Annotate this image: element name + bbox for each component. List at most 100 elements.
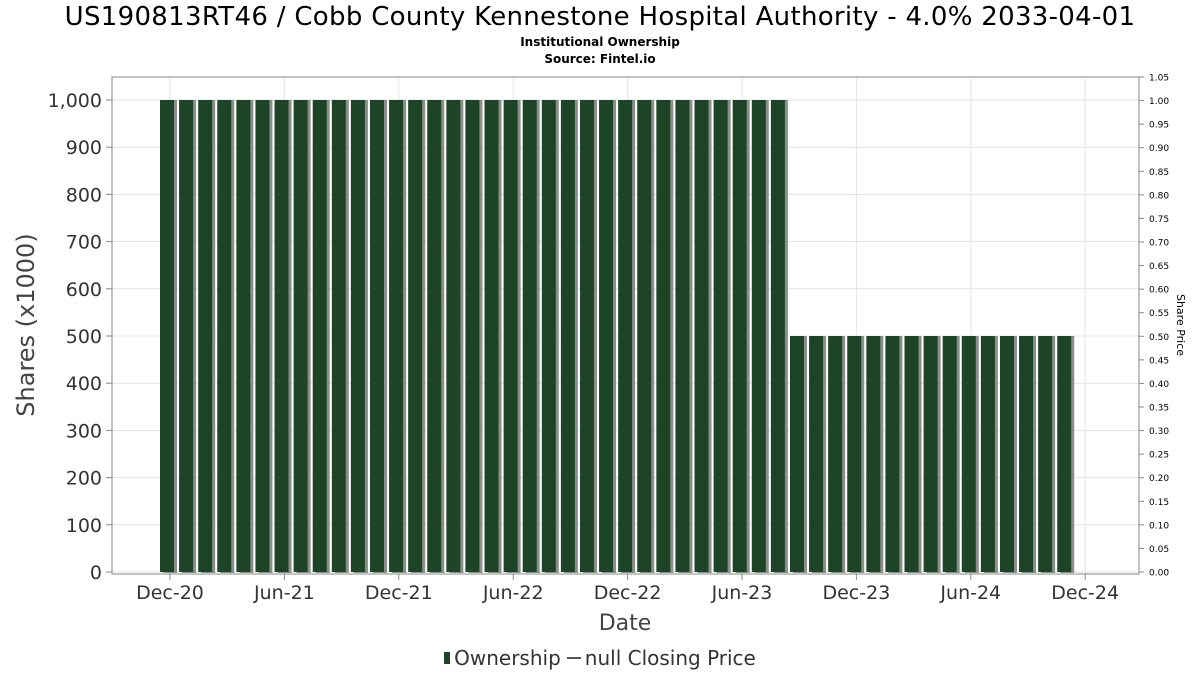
y2-tick-label: 0.20 [1149,474,1169,484]
ownership-bar [312,100,327,572]
ownership-bar [446,100,461,572]
ownership-bar [866,336,881,572]
ownership-bar [999,336,1014,572]
y-tick-label: 500 [66,326,102,348]
ownership-bar [579,100,594,572]
x-axis-label: Date [599,611,652,636]
ownership-bar [809,336,824,572]
y2-tick-label: 0.40 [1149,380,1169,390]
y2-tick-label: 0.95 [1149,121,1169,131]
y2-tick-label: 0.55 [1149,309,1169,319]
y2-tick-label: 0.25 [1149,451,1169,461]
y2-tick-label: 1.00 [1149,97,1169,107]
y2-tick-label: 0.75 [1149,215,1169,225]
ownership-bar [1038,336,1053,572]
y-tick-label: 100 [66,515,102,537]
ownership-bar [961,336,976,572]
ownership-bar [331,100,346,572]
x-tick-label: Jun-24 [939,582,1001,604]
ownership-bar [732,100,747,572]
x-tick-label: Jun-21 [253,582,315,604]
ownership-bar [847,336,862,572]
y-tick-label: 600 [66,279,102,301]
x-tick-label: Dec-23 [822,582,890,604]
bar-layer [160,100,1075,573]
y-tick-label: 400 [66,373,102,395]
axis-layer: 0 100 200 300 400 500 600 700 800 900 1,000 0.00 0.0… [48,74,1170,605]
ownership-bar [789,336,804,572]
y-tick-label: 300 [66,420,102,442]
x-tick-label: Dec-24 [1051,582,1119,604]
y2-tick-label: 0.05 [1149,545,1169,555]
ownership-bar [885,336,900,572]
ownership-bar [713,100,728,572]
ownership-bar [503,100,518,572]
ownership-bar [599,100,614,572]
chart-title: US190813RT46 / Cobb County Kennestone Ho… [64,2,1136,32]
ownership-bar [160,100,174,572]
ownership-bar [637,100,652,572]
legend-ownership-label: Ownership [454,646,561,670]
x-tick-label: Jun-23 [711,582,773,604]
ownership-bar [694,100,709,572]
y2-axis-label: Share Price [1174,294,1187,356]
y2-tick-label: 0.80 [1149,191,1169,201]
ownership-bar [1057,336,1072,572]
ownership-bar [389,100,404,572]
ownership-bar [980,336,995,572]
y2-tick-label: 0.90 [1149,144,1169,154]
ownership-bar [522,100,537,572]
ownership-bar [770,100,785,572]
y2-tick-label: 0.45 [1149,356,1169,366]
y2-tick-label: 0.60 [1149,286,1169,296]
y2-tick-label: 0.65 [1149,262,1169,272]
x-tick-label: Dec-22 [594,582,662,604]
ownership-bar [656,100,671,572]
ownership-bar [274,100,289,572]
y-tick-label: 1,000 [48,90,102,112]
y-axis-label: Shares (x1000) [12,233,40,416]
y2-tick-label: 0.15 [1149,498,1169,508]
y2-tick-label: 0.30 [1149,427,1169,437]
ownership-bar [369,100,384,572]
y2-tick-label: 0.00 [1149,569,1169,579]
ownership-bar [293,100,308,572]
x-tick-label: Dec-20 [136,582,204,604]
plot-area-frame [111,76,1140,575]
ownership-bar [408,100,423,572]
chart-source: Source: Fintel.io [544,52,656,66]
ownership-bar [923,336,938,572]
y2-tick-label: 0.70 [1149,239,1169,249]
y-tick-label: 200 [66,468,102,490]
legend-price-label: null Closing Price [584,646,756,670]
x-tick-label: Dec-21 [365,582,433,604]
y-tick-label: 900 [66,137,102,159]
ownership-bar [675,100,690,572]
price-legend-line [566,657,581,659]
ownership-bar [427,100,442,572]
y2-tick-label: 1.05 [1149,74,1169,84]
y2-tick-label: 0.35 [1149,404,1169,414]
ownership-bar [465,100,480,572]
ownership-bar [751,100,766,572]
y-tick-label: 0 [90,562,102,584]
ownership-bar [179,100,194,572]
ownership-bar [236,100,251,572]
ownership-bar [618,100,633,572]
ownership-bar [217,100,232,572]
y2-tick-label: 0.10 [1149,521,1169,531]
ownership-bar [484,100,499,572]
y-tick-label: 800 [66,184,102,206]
ownership-bar [942,336,957,572]
ownership-bar [904,336,919,572]
ownership-bar [255,100,270,572]
y2-tick-label: 0.85 [1149,168,1169,178]
ownership-bar [1019,336,1034,572]
ownership-bar [560,100,575,572]
y-tick-label: 700 [66,232,102,254]
ownership-bar [541,100,556,572]
ownership-bar [828,336,843,572]
ownership-bar [350,100,365,572]
ownership-legend-swatch [444,652,451,664]
